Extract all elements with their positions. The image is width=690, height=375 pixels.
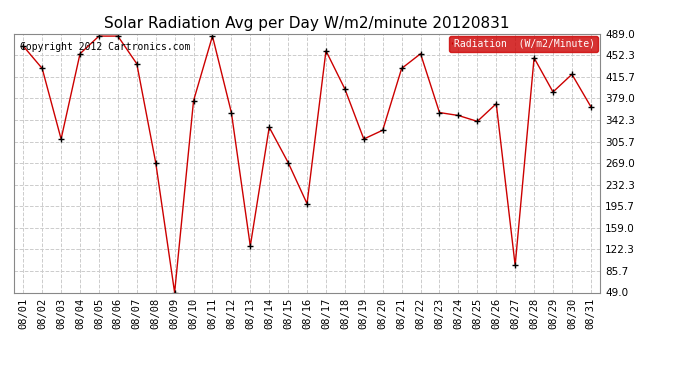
Title: Solar Radiation Avg per Day W/m2/minute 20120831: Solar Radiation Avg per Day W/m2/minute … [104, 16, 510, 31]
Text: Copyright 2012 Cartronics.com: Copyright 2012 Cartronics.com [19, 42, 190, 51]
Legend: Radiation  (W/m2/Minute): Radiation (W/m2/Minute) [448, 36, 598, 51]
